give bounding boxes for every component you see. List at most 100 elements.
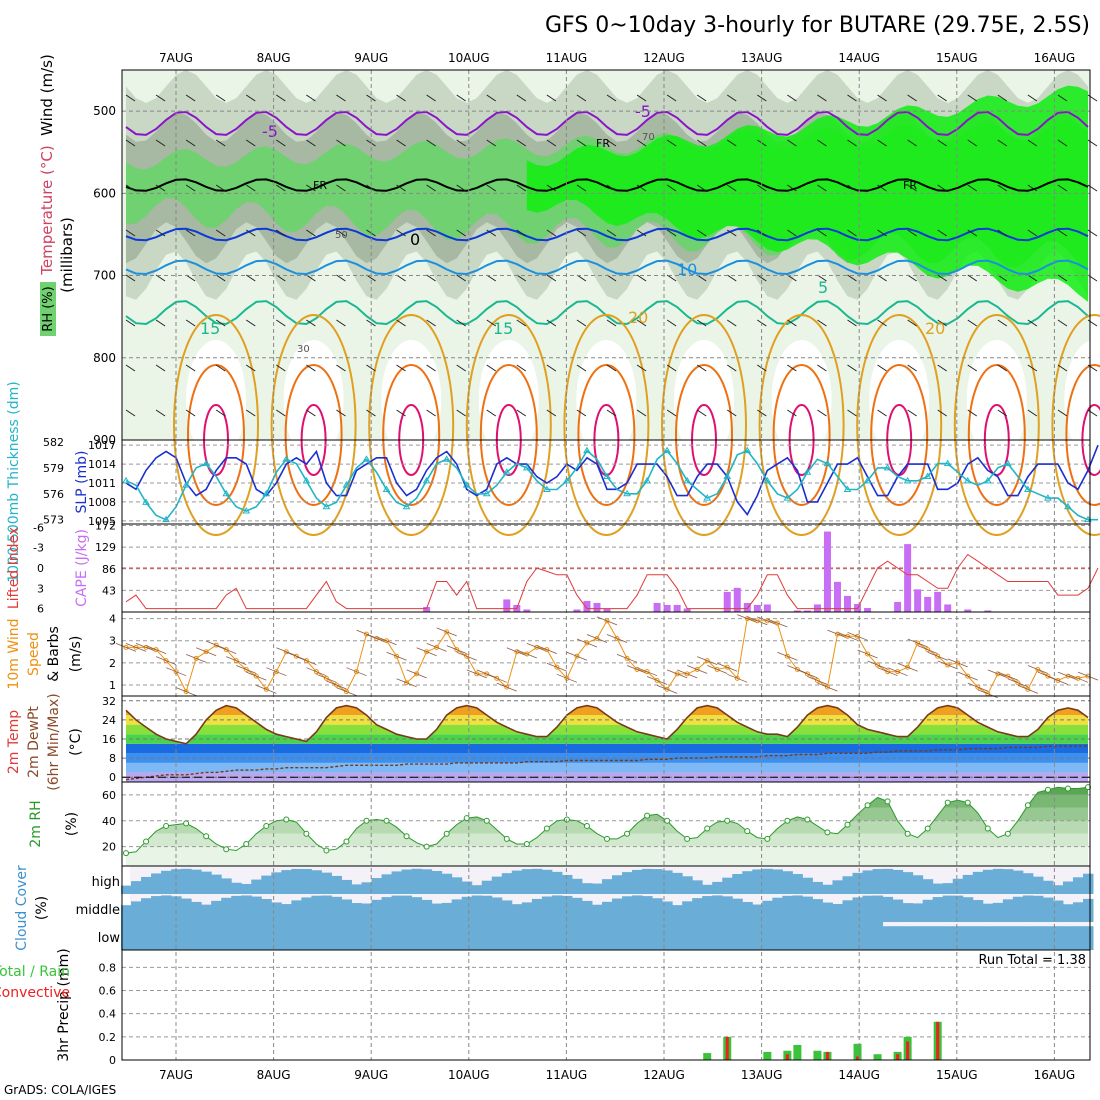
- rh-marker: [884, 798, 891, 805]
- cape-ytick: 129: [95, 541, 116, 554]
- cloud-bar: [481, 922, 493, 950]
- thickness-line: [125, 449, 1098, 521]
- cloud-bar: [712, 922, 723, 950]
- ylabel-precip-total: Total / Rain: [0, 964, 70, 980]
- slp-ytick: 1005: [88, 515, 116, 528]
- wind-barb: [185, 184, 196, 192]
- rh-marker: [463, 815, 470, 822]
- wind-barb: [907, 319, 917, 327]
- cloud-bar: [171, 869, 182, 894]
- cloud-bar: [892, 899, 904, 922]
- rh-marker: [644, 812, 651, 819]
- ylabel-thickness: 1000-500mb Thickness (dm): [6, 381, 22, 582]
- wind-barb: [125, 642, 147, 652]
- wind-barb: [606, 94, 617, 102]
- cloud-bar: [281, 904, 292, 922]
- date-label-bottom: 13AUG: [741, 1068, 783, 1082]
- cloud-bar: [672, 872, 683, 894]
- contour-label: 70: [642, 132, 655, 143]
- wind-barb: [216, 645, 237, 654]
- wind-speed-marker: [384, 638, 390, 644]
- date-label-bottom: 16AUG: [1034, 1068, 1076, 1082]
- cloud-level-label: low: [98, 931, 121, 946]
- contour-label: 0: [410, 230, 420, 249]
- cloud-bar: [401, 895, 413, 922]
- cloud-bar: [251, 922, 262, 950]
- cloud-bar: [982, 903, 994, 922]
- cloud-bar: [702, 922, 713, 950]
- cloud-bar: [361, 922, 373, 950]
- cloud-bar: [291, 922, 302, 950]
- wind-barb: [396, 678, 417, 688]
- wind-barb: [436, 627, 457, 637]
- cloud-bar: [491, 922, 503, 950]
- thickness-marker: [623, 489, 631, 497]
- wind-speed-marker: [494, 675, 500, 681]
- wind-barb: [165, 667, 187, 677]
- cloud-bar: [952, 878, 964, 894]
- cloud-bar: [1002, 869, 1014, 894]
- cape-bar: [503, 599, 511, 612]
- cloud-bar: [291, 868, 302, 894]
- wind-barb: [666, 669, 688, 679]
- wind-barb: [456, 409, 466, 417]
- cloud-bar: [1032, 926, 1044, 950]
- cape-bar: [793, 610, 801, 612]
- wind-speed-marker: [394, 653, 400, 659]
- wind-barb: [185, 364, 196, 372]
- rh-marker: [944, 799, 951, 806]
- cape-ytick: 86: [102, 563, 116, 576]
- date-label-top: 13AUG: [741, 51, 783, 65]
- rh-marker: [163, 822, 170, 829]
- wind-speed-marker: [694, 666, 700, 672]
- wind-barb: [546, 364, 557, 372]
- date-label-bottom: 8AUG: [257, 1068, 291, 1082]
- wind-barb: [245, 184, 256, 192]
- slp-ytick: 1014: [88, 458, 116, 471]
- date-label-top: 10AUG: [448, 51, 490, 65]
- rh-marker: [423, 843, 430, 850]
- cloud-bar: [331, 922, 342, 950]
- wind-barb: [626, 665, 648, 674]
- wind-speed-marker: [744, 616, 750, 622]
- wind-speed-marker: [484, 671, 490, 677]
- wind-barb: [336, 229, 346, 237]
- thickness-marker: [643, 476, 651, 484]
- wind-speed-marker: [313, 669, 319, 675]
- cloud-bar: [692, 880, 703, 894]
- cloud-bar: [972, 900, 984, 922]
- rh-marker: [984, 825, 991, 832]
- cloud-bar: [361, 882, 373, 894]
- thickness-marker: [122, 476, 130, 484]
- wind-barb: [276, 229, 286, 237]
- wind-speed-marker: [1065, 673, 1071, 679]
- cloud-bar: [642, 922, 653, 950]
- wind-barb: [576, 229, 587, 237]
- wind-barb: [787, 364, 797, 372]
- wind-barb: [236, 665, 257, 674]
- ylabel-temp-4: (°C): [68, 728, 84, 756]
- wind-speed-marker: [734, 675, 740, 681]
- cloud-bar: [632, 922, 643, 950]
- cloud-bar: [632, 869, 643, 894]
- cloud-bar: [952, 926, 964, 950]
- wind-barb: [516, 274, 527, 282]
- wind-barb: [927, 651, 948, 661]
- thickness-marker: [402, 502, 411, 510]
- cloud-bar: [131, 901, 142, 922]
- cloud-bar: [992, 926, 1004, 950]
- cloud-bar: [1012, 926, 1024, 950]
- wind-barb: [196, 647, 217, 657]
- wind-barb: [145, 645, 167, 654]
- thickness-marker: [142, 498, 150, 505]
- wind-barb: [256, 684, 277, 694]
- cloud-bar: [662, 901, 673, 922]
- rh-ytick: 20: [102, 841, 116, 854]
- wind-barb: [907, 184, 917, 192]
- wind-barb: [155, 229, 166, 237]
- wind-barb: [486, 139, 497, 147]
- wind-barb: [666, 184, 677, 192]
- wind-barb: [546, 409, 557, 417]
- wind-barb: [276, 94, 286, 102]
- wind-barb: [767, 618, 788, 628]
